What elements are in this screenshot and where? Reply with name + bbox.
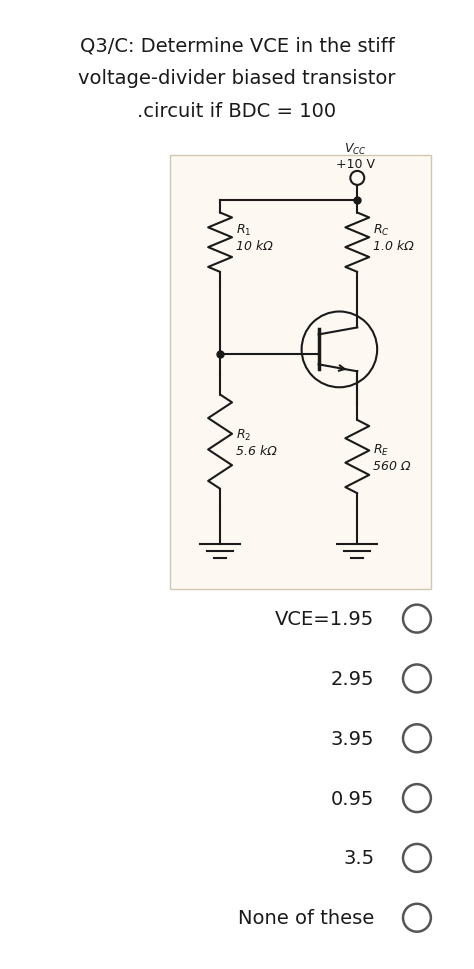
Text: $V_{CC}$: $V_{CC}$: [344, 141, 367, 157]
Text: None of these: None of these: [238, 908, 374, 927]
Text: $R_2$
5.6 kΩ: $R_2$ 5.6 kΩ: [236, 427, 277, 457]
Text: 3.95: 3.95: [331, 729, 374, 748]
Text: 0.95: 0.95: [331, 789, 374, 808]
Text: +10 V: +10 V: [336, 158, 375, 171]
Text: VCE=1.95: VCE=1.95: [275, 610, 374, 629]
Text: Q3/C: Determine VCE in the stiff: Q3/C: Determine VCE in the stiff: [80, 36, 394, 55]
Text: 2.95: 2.95: [331, 670, 374, 688]
Text: $R_1$
10 kΩ: $R_1$ 10 kΩ: [236, 223, 273, 253]
Text: $R_E$
560 Ω: $R_E$ 560 Ω: [373, 442, 410, 472]
FancyBboxPatch shape: [170, 156, 431, 589]
Text: .circuit if BDC = 100: .circuit if BDC = 100: [137, 102, 337, 121]
Text: voltage-divider biased transistor: voltage-divider biased transistor: [78, 69, 396, 88]
Text: 3.5: 3.5: [343, 849, 374, 867]
Text: $R_C$
1.0 kΩ: $R_C$ 1.0 kΩ: [373, 223, 414, 253]
